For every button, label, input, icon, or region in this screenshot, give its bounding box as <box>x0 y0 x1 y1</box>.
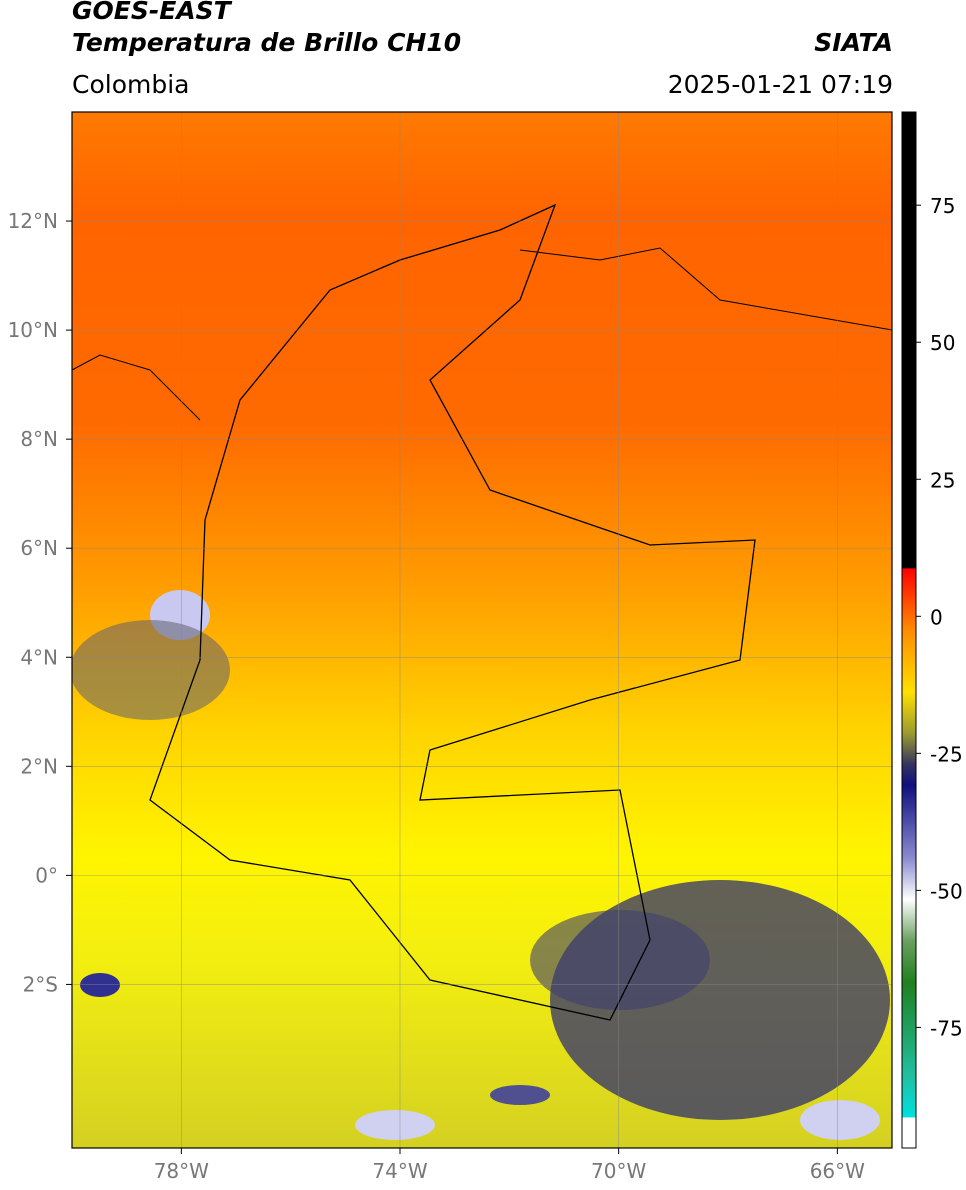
coastline <box>71 247 893 421</box>
y-tick-label: 2°N <box>20 754 58 778</box>
y-tick-label: 8°N <box>20 427 58 451</box>
colorbar <box>901 111 917 1149</box>
colorbar-tick-label: 50 <box>930 331 955 355</box>
colorbar-tick-label: -50 <box>930 879 963 903</box>
map-frame <box>71 111 893 1149</box>
title: GOES-EAST <box>72 0 231 25</box>
colorbar-tick-label: -25 <box>930 742 963 766</box>
clouds <box>72 590 890 1140</box>
y-tick-label: 4°N <box>20 645 58 669</box>
colorbar-tick-label: 75 <box>930 194 955 218</box>
y-tick-label: 10°N <box>8 318 58 342</box>
y-tick-label: 2°S <box>23 972 58 996</box>
region: Colombia <box>72 70 190 99</box>
y-tick-label: 0° <box>35 863 58 887</box>
x-tick-label: 70°W <box>591 1159 646 1183</box>
x-tick-label: 66°W <box>810 1159 865 1183</box>
x-tick-label: 74°W <box>372 1159 427 1183</box>
x-tick-label: 78°W <box>154 1159 209 1183</box>
datetime: 2025-01-21 07:19 <box>667 70 893 99</box>
y-tick-label: 12°N <box>8 209 58 233</box>
y-tick-label: 6°N <box>20 536 58 560</box>
colorbar-tick-label: 0 <box>930 605 943 629</box>
colombia-border <box>149 203 756 1021</box>
colorbar-tick-label: 25 <box>930 468 955 492</box>
org: SIATA <box>814 28 893 57</box>
subtitle: Temperatura de Brillo CH10 <box>72 28 462 57</box>
colorbar-tick-label: -75 <box>930 1016 963 1040</box>
